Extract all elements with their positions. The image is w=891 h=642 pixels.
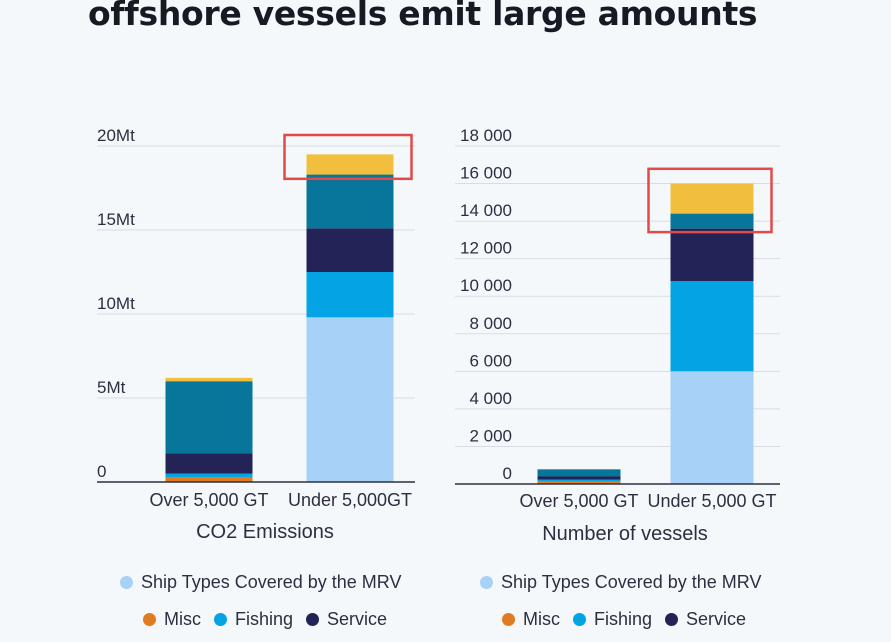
legend-item-fishing: Fishing xyxy=(214,609,293,630)
bar-segment-fishing xyxy=(306,272,394,318)
bar-segment-yellow xyxy=(165,377,253,382)
bar-segment-service xyxy=(670,228,754,282)
y-tick-label: 0 xyxy=(503,464,512,483)
bar-segment-misc xyxy=(537,481,621,484)
y-tick-label: 12 000 xyxy=(460,239,512,258)
bar-segment-service xyxy=(537,476,621,480)
circle-dot-icon xyxy=(502,613,515,626)
bar-segment-yellow xyxy=(670,183,754,214)
legend-row-1-left: Ship Types Covered by the MRV xyxy=(120,572,414,593)
y-tick-label: 18 000 xyxy=(460,126,512,145)
x-category-label: Over 5,000 GT xyxy=(149,490,268,510)
legend-row-1-right: Ship Types Covered by the MRV xyxy=(480,572,774,593)
bar-segment-fishing xyxy=(165,473,253,477)
legend-label-misc: Misc xyxy=(523,609,560,629)
highlight-box xyxy=(283,133,413,181)
x-axis-title: CO2 Emissions xyxy=(196,521,334,543)
legend-label-mrv: Ship Types Covered by the MRV xyxy=(141,572,402,592)
x-category-label: Under 5,000GT xyxy=(288,490,412,510)
bar-segment-teal xyxy=(670,213,754,229)
y-tick-label: 10 000 xyxy=(460,276,512,295)
bar-segment-yellow xyxy=(306,154,394,175)
legend-item-misc: Misc xyxy=(143,609,201,630)
circle-dot-icon xyxy=(214,613,227,626)
circle-dot-icon xyxy=(120,576,133,589)
legend-item-service: Service xyxy=(306,609,387,630)
bar-segment-teal xyxy=(165,381,253,454)
legend-label-fishing: Fishing xyxy=(235,609,294,629)
x-category-label: Over 5,000 GT xyxy=(519,491,638,511)
legend-item-fishing: Fishing xyxy=(573,609,652,630)
legend-label-misc: Misc xyxy=(164,609,201,629)
x-category-label: Under 5,000 GT xyxy=(647,491,776,511)
legend-label-service: Service xyxy=(327,609,388,629)
circle-dot-icon xyxy=(665,613,679,626)
legend-row-2-right: Misc Fishing Service xyxy=(502,609,759,630)
y-tick-label: 16 000 xyxy=(460,164,512,183)
circle-dot-icon xyxy=(480,576,493,589)
bar-segment-fishing xyxy=(537,479,621,482)
highlight-box xyxy=(647,167,773,234)
legend-item-mrv: Ship Types Covered by the MRV xyxy=(480,572,761,593)
legend-row-2-left: Misc Fishing Service xyxy=(143,609,400,630)
circle-dot-icon xyxy=(306,613,320,626)
y-tick-label: 4 000 xyxy=(469,389,512,408)
legend-item-misc: Misc xyxy=(502,609,560,630)
bar-segment-teal xyxy=(537,469,621,477)
bar-segment-fishing xyxy=(670,281,754,372)
y-tick-label: 20Mt xyxy=(97,126,135,145)
x-axis-title: Number of vessels xyxy=(542,523,708,545)
legend-item-service: Service xyxy=(665,609,746,630)
bar-segment-mrv xyxy=(306,317,394,482)
y-tick-label: 8 000 xyxy=(469,314,512,333)
bar-segment-service xyxy=(165,453,253,474)
legend-label-fishing: Fishing xyxy=(594,609,653,629)
y-tick-label: 5Mt xyxy=(97,378,126,397)
headline: offshore vessels emit large amounts xyxy=(88,0,758,33)
y-tick-label: 15Mt xyxy=(97,210,135,229)
bar-segment-mrv xyxy=(670,371,754,484)
y-tick-label: 0 xyxy=(97,462,106,481)
bar-segment-teal xyxy=(306,174,394,229)
y-tick-label: 14 000 xyxy=(460,201,512,220)
y-tick-label: 6 000 xyxy=(469,351,512,370)
bar-segment-misc xyxy=(165,476,253,482)
circle-dot-icon xyxy=(573,613,586,626)
y-tick-label: 10Mt xyxy=(97,294,135,313)
bar-segment-service xyxy=(306,228,394,272)
circle-dot-icon xyxy=(143,613,156,626)
y-tick-label: 2 000 xyxy=(469,426,512,445)
legend-label-mrv: Ship Types Covered by the MRV xyxy=(501,572,762,592)
legend-item-mrv: Ship Types Covered by the MRV xyxy=(120,572,401,593)
legend-label-service: Service xyxy=(686,609,747,629)
